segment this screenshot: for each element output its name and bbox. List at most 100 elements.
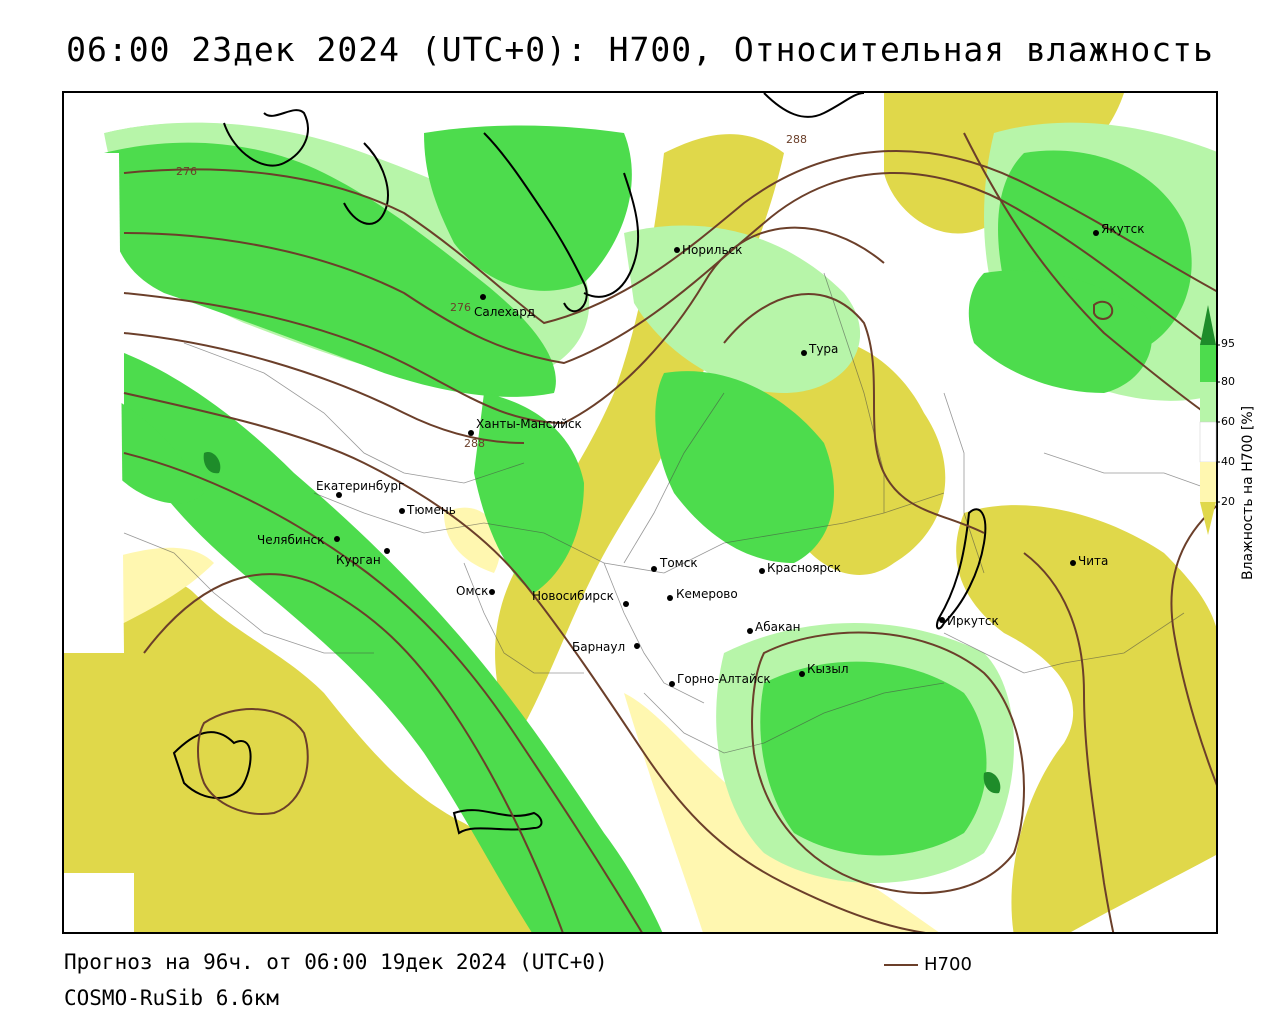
legend-title: Влажность на H700 [%] bbox=[1240, 405, 1256, 580]
svg-text:Кемерово: Кемерово bbox=[676, 587, 738, 601]
moist-zone-central bbox=[624, 225, 861, 393]
contour-loop-west bbox=[197, 708, 309, 815]
city-khanty-mansiysk: Ханты-Мансийск bbox=[468, 417, 582, 436]
svg-text:Челябинск: Челябинск bbox=[257, 533, 324, 547]
domain-mask-bottomleft bbox=[64, 873, 134, 932]
city-abakan: Абакан bbox=[747, 620, 800, 634]
contour-line-10 bbox=[1023, 552, 1115, 932]
contour-line-6 bbox=[123, 452, 643, 932]
city-yekaterinburg: Екатеринбург bbox=[316, 479, 404, 498]
svg-text:Иркутск: Иркутск bbox=[947, 614, 999, 628]
contour-loop-yakutsk bbox=[1093, 300, 1114, 320]
legend-swatch-below-20 bbox=[1200, 502, 1216, 535]
svg-text:Екатеринбург: Екатеринбург bbox=[316, 479, 404, 493]
map-title: 06:00 23дек 2024 (UTC+0): H700, Относите… bbox=[66, 30, 1214, 69]
svg-text:Чита: Чита bbox=[1078, 554, 1108, 568]
contour-label-288-b: 288 bbox=[464, 437, 485, 450]
contour-label-276-b: 276 bbox=[450, 301, 471, 314]
city-kurgan: Курган bbox=[336, 548, 390, 567]
svg-text:Курган: Курган bbox=[336, 553, 381, 567]
contour-line-3 bbox=[123, 226, 885, 425]
h700-contours bbox=[123, 132, 1216, 932]
map-canvas: 276 276 288 288 Норильск Якутск Салехард… bbox=[64, 93, 1216, 932]
svg-text:Новосибирск: Новосибирск bbox=[532, 589, 614, 603]
contour-line-11 bbox=[1170, 505, 1216, 786]
admin-boundaries bbox=[123, 272, 1216, 754]
contour-key-line bbox=[884, 963, 918, 966]
wet-zone-west-edge bbox=[104, 393, 204, 504]
coastlines bbox=[172, 93, 987, 835]
legend-tick-40: 40 bbox=[1221, 455, 1235, 468]
contour-key-label: H700 bbox=[924, 954, 972, 975]
legend-tick-95: 95 bbox=[1221, 337, 1235, 350]
city-salekhard: Салехард bbox=[474, 294, 535, 319]
city-novosibirsk: Новосибирск bbox=[532, 589, 629, 607]
legend-swatch-80-95 bbox=[1200, 345, 1216, 382]
city-chelyabinsk: Челябинск bbox=[257, 533, 340, 547]
contour-line-9 bbox=[963, 132, 1216, 422]
wet-zone-north-central bbox=[424, 125, 632, 291]
city-tyumen: Тюмень bbox=[399, 503, 456, 517]
contour-line-2 bbox=[123, 172, 1216, 365]
city-chita: Чита bbox=[1070, 554, 1108, 568]
svg-text:Ханты-Мансийск: Ханты-Мансийск bbox=[476, 417, 582, 431]
city-barnaul: Барнаул bbox=[572, 640, 640, 654]
wet-zone-south-central bbox=[760, 661, 987, 856]
cities: Норильск Якутск Салехард Тура Ханты-Манс… bbox=[257, 222, 1145, 687]
svg-text:Абакан: Абакан bbox=[755, 620, 800, 634]
saturated-spot-2 bbox=[983, 772, 1001, 794]
legend-tick-80: 80 bbox=[1221, 375, 1235, 388]
humidity-legend bbox=[1199, 305, 1220, 535]
forecast-info: Прогноз на 96ч. от 06:00 19дек 2024 (UTC… bbox=[64, 950, 608, 974]
contour-label-288-a: 288 bbox=[786, 133, 807, 146]
svg-text:Тюмень: Тюмень bbox=[406, 503, 456, 517]
city-tomsk: Томск bbox=[651, 556, 698, 572]
humidity-map: 276 276 288 288 Норильск Якутск Салехард… bbox=[62, 91, 1218, 934]
domain-mask-left bbox=[64, 153, 124, 653]
svg-text:Кызыл: Кызыл bbox=[807, 662, 849, 676]
city-yakutsk: Якутск bbox=[1093, 222, 1145, 236]
svg-text:Горно-Алтайск: Горно-Алтайск bbox=[677, 672, 771, 686]
svg-text:Норильск: Норильск bbox=[682, 243, 742, 257]
legend-tick-60: 60 bbox=[1221, 415, 1235, 428]
lake-baikal bbox=[935, 508, 987, 630]
wet-zone-yakutia bbox=[968, 270, 1152, 393]
svg-text:Томск: Томск bbox=[659, 556, 698, 570]
city-krasnoyarsk: Красноярск bbox=[759, 561, 841, 575]
svg-text:Барнаул: Барнаул bbox=[572, 640, 625, 654]
domain-mask-topleft bbox=[64, 93, 424, 153]
contour-line-1 bbox=[123, 150, 1216, 325]
contour-label-276-a: 276 bbox=[176, 165, 197, 178]
svg-text:Красноярск: Красноярск bbox=[767, 561, 841, 575]
city-norilsk: Норильск bbox=[674, 243, 742, 257]
city-omsk: Омск bbox=[456, 584, 495, 598]
contour-line-8 bbox=[723, 293, 985, 534]
legend-swatch-40-60 bbox=[1199, 421, 1217, 463]
wet-zone-central bbox=[474, 393, 584, 593]
domain-mask-bottomright bbox=[1164, 855, 1216, 932]
legend-swatch-20-40 bbox=[1200, 462, 1216, 502]
contour-line-7 bbox=[143, 573, 564, 932]
svg-text:Салехард: Салехард bbox=[474, 305, 535, 319]
contour-line-4 bbox=[123, 332, 525, 444]
city-tura: Тура bbox=[801, 342, 838, 356]
svg-text:Омск: Омск bbox=[456, 584, 488, 598]
city-kemerovo: Кемерово bbox=[667, 587, 738, 601]
wet-zone-east-central bbox=[655, 371, 834, 563]
city-irkutsk: Иркутск bbox=[939, 614, 999, 628]
semi-dry-zone-4 bbox=[444, 507, 501, 573]
city-gorno-altaysk: Горно-Алтайск bbox=[669, 672, 771, 687]
svg-text:Якутск: Якутск bbox=[1101, 222, 1145, 236]
domain-mask-topright bbox=[1144, 93, 1216, 151]
lake-balkhash bbox=[452, 809, 543, 835]
legend-swatch-above-95 bbox=[1200, 305, 1216, 345]
legend-swatch-60-80 bbox=[1200, 382, 1216, 422]
dry-zone-southeast bbox=[956, 505, 1216, 932]
saturated-spot-1 bbox=[203, 452, 221, 474]
contour-labels: 276 276 288 288 bbox=[176, 133, 807, 450]
contour-loop-south bbox=[751, 631, 1025, 894]
legend-tick-20: 20 bbox=[1221, 495, 1235, 508]
city-kyzyl: Кызыл bbox=[799, 662, 849, 677]
model-name: COSMO-RuSib 6.6км bbox=[64, 986, 279, 1010]
contour-line-5 bbox=[123, 392, 926, 932]
